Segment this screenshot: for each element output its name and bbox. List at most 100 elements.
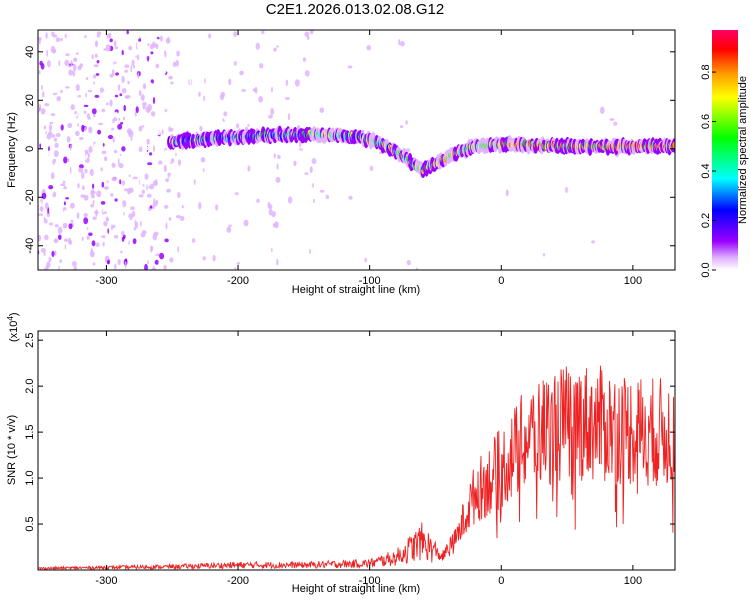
noise-blob [47,80,50,88]
noise-blob [141,101,147,107]
noise-blob [165,178,169,183]
noise-blob [276,45,279,48]
noise-blob [279,222,283,230]
noise-blob [49,196,52,203]
noise-blob [40,108,46,115]
noise-blob [347,181,352,187]
noise-blob [54,173,60,176]
noise-blob [111,127,115,131]
noise-blob [54,142,59,148]
noise-blob [291,99,294,105]
noise-blob [73,265,77,270]
noise-blob [45,131,47,135]
noise-blob [67,122,73,129]
noise-blob [86,227,89,230]
noise-blob [152,265,155,270]
noise-blob [285,183,291,188]
noise-blob [119,93,123,97]
noise-blob [43,154,46,158]
noise-blob [103,186,109,190]
noise-blob [135,154,140,162]
noise-blob [55,110,58,117]
noise-blob [41,192,47,200]
noise-blob [164,238,169,243]
noise-blob [62,222,68,229]
noise-blob [313,239,317,247]
noise-blob [154,38,160,44]
noise-blob [52,258,58,263]
noise-blob [81,236,84,242]
noise-blob [40,182,44,188]
noise-blob [177,159,182,166]
noise-blob [38,111,42,118]
noise-blob [283,244,287,251]
spectrogram-ytick-label: -40 [24,238,36,254]
noise-blob [306,36,310,40]
noise-blob [184,161,189,168]
noise-blob [38,174,41,178]
noise-blob [180,230,184,236]
noise-blob [400,40,405,47]
colorbar-tick-label: 0.0 [700,262,712,277]
noise-blob [405,120,408,125]
noise-blob [113,157,118,164]
noise-blob [234,192,239,196]
noise-blob [123,234,126,239]
noise-blob [167,61,172,66]
noise-blob [204,77,206,84]
spectrogram-xtick-label: 100 [624,275,642,287]
noise-blob [226,226,232,233]
noise-blob [284,206,289,210]
noise-blob [83,194,89,201]
noise-blob [86,235,90,240]
noise-blob [73,217,79,224]
noise-blob [176,50,180,57]
noise-blob [52,162,55,165]
noise-blob [149,152,153,156]
noise-blob [43,214,47,218]
noise-blob [55,37,61,42]
noise-blob [304,203,309,210]
noise-blob [87,50,91,55]
noise-blob [101,150,107,155]
noise-blob [470,262,474,270]
spectrogram-ytick-label: 20 [24,94,36,106]
noise-blob [66,248,70,256]
noise-blob [103,75,107,80]
noise-blob [212,35,215,44]
noise-blob [54,239,58,244]
noise-blob [261,30,265,35]
noise-blob [101,181,105,188]
noise-blob [134,111,137,117]
noise-blob [102,143,105,147]
noise-blob [129,105,132,110]
noise-blob [105,189,110,196]
noise-blob [63,156,68,164]
noise-blob [275,176,281,183]
noise-blob [48,124,53,132]
noise-blob [127,80,130,85]
noise-blob [70,60,73,67]
noise-blob [93,64,99,68]
noise-blob [77,235,79,242]
noise-blob [315,183,318,186]
noise-blob [85,92,87,98]
noise-blob [216,66,222,69]
noise-blob [177,246,180,253]
noise-blob [140,94,145,101]
noise-blob [50,172,55,180]
colorbar: 0.0 0.2 0.4 0.6 0.8 Normalized spectral ampl… [700,30,749,278]
noise-blob [255,42,260,50]
noise-blob [124,69,129,73]
noise-blob [138,194,144,198]
noise-blob [48,256,52,263]
noise-blob [88,232,93,236]
noise-blob [109,32,112,38]
noise-blob [302,77,308,84]
colorbar-tick-label: 0.4 [700,163,712,178]
noise-blob [111,162,116,168]
noise-blob [106,216,109,222]
noise-blob [91,190,96,195]
noise-blob [236,262,240,265]
noise-blob [60,124,64,131]
